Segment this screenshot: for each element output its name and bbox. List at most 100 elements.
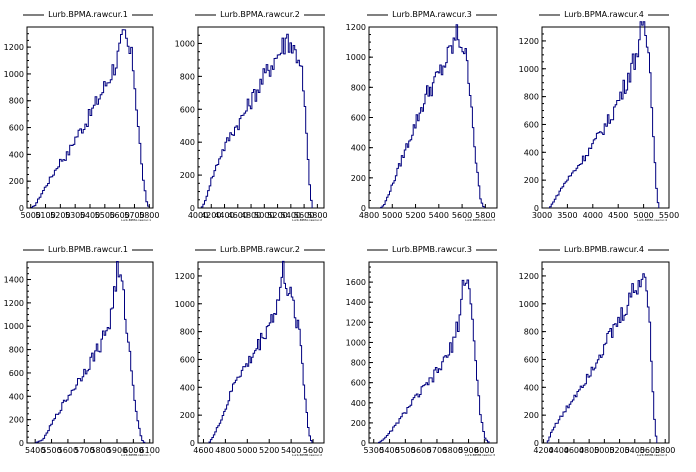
plot-frame <box>26 26 154 209</box>
y-tick-label: 1200 <box>519 272 539 281</box>
histogram-line <box>380 24 485 208</box>
panel-title: Lurb.BPMB.rawcur.3 <box>392 245 472 254</box>
x-tick-label: 5100 <box>35 211 55 220</box>
y-tick-label: 600 <box>524 355 539 364</box>
x-tick-label: 6100 <box>140 446 160 455</box>
y-tick-label: 0 <box>534 439 539 448</box>
y-tick-label: 1200 <box>175 272 195 281</box>
histogram-panel: Lurb.BPMB.rawcur.3 0 200 400 600 800 1000 1200 1… <box>346 245 498 457</box>
plot-frame <box>197 261 325 444</box>
y-tick-label: 200 <box>351 419 366 428</box>
y-tick-label: 200 <box>524 176 539 185</box>
x-tick-label: 5500 <box>395 446 415 455</box>
panel-title: Lurb.BPMA.rawcur.2 <box>220 10 300 19</box>
x-tick-label: 5400 <box>80 211 100 220</box>
y-tick-label: 0 <box>534 204 539 213</box>
y-tick-label: 1200 <box>4 43 24 52</box>
y-tick-label: 800 <box>180 328 195 337</box>
panel-title: Lurb.BPMA.rawcur.4 <box>564 10 644 19</box>
x-tick-label: 4200 <box>201 211 221 220</box>
x-tick-label: 5200 <box>405 211 425 220</box>
x-tick-label: 4000 <box>583 211 603 220</box>
y-tick-label: 200 <box>180 171 195 180</box>
y-tick-label: 800 <box>9 97 24 106</box>
y-tick-label: 1600 <box>346 278 366 287</box>
y-tick-label: 1000 <box>175 300 195 309</box>
panel-title: Lurb.BPMB.rawcur.4 <box>564 245 644 254</box>
x-tick-label: 5500 <box>95 211 115 220</box>
x-tick-label: 5000 <box>21 211 41 220</box>
y-tick-label: 800 <box>351 359 366 368</box>
x-tick-label: 6000 <box>123 446 143 455</box>
y-tick-label: 400 <box>180 138 195 147</box>
x-tick-label: 5300 <box>364 446 384 455</box>
x-tick-label: 5900 <box>458 446 478 455</box>
y-tick-label: 1000 <box>346 338 366 347</box>
histogram-panel: Lurb.BPMA.rawcur.4 0 200 400 600 800 1000 1200 3… <box>519 10 680 222</box>
histogram-panel: Lurb.BPMA.rawcur.1 0 200 400 600 800 1000 1200 5… <box>4 10 160 222</box>
y-tick-label: 0 <box>190 204 195 213</box>
x-tick-label: 5600 <box>294 211 314 220</box>
x-tick-label: 5800 <box>90 446 110 455</box>
histogram-line <box>546 273 658 443</box>
y-tick-label: 0 <box>19 439 24 448</box>
x-tick-label: 4800 <box>579 446 599 455</box>
histogram-panel: Lurb.BPMA.rawcur.20200400600800100040004… <box>175 10 328 222</box>
x-tick-label: 5400 <box>625 446 645 455</box>
y-tick-label: 400 <box>524 148 539 157</box>
y-tick-label: 1000 <box>519 300 539 309</box>
x-tick-label: 4400 <box>214 211 234 220</box>
x-tick-label: 4800 <box>241 211 261 220</box>
y-tick-label: 1000 <box>346 53 366 62</box>
histogram-line <box>200 33 313 208</box>
x-tick-label: 4800 <box>215 446 235 455</box>
x-tick-label: 5800 <box>475 211 495 220</box>
y-tick-label: 1400 <box>4 276 24 285</box>
histogram-panel: Lurb.BPMA.rawcur.3 0 200 400 600 800 1000 1200 4… <box>346 10 498 222</box>
x-tick-label: 5400 <box>25 446 45 455</box>
x-tick-label: 5800 <box>307 211 327 220</box>
x-tick-label: 4200 <box>533 446 553 455</box>
x-tick-label: 5300 <box>65 211 85 220</box>
x-tick-label: 6000 <box>474 446 494 455</box>
x-tick-label: 5400 <box>281 211 301 220</box>
x-tick-label: 5400 <box>429 211 449 220</box>
x-tick-label: 5000 <box>594 446 614 455</box>
y-tick-label: 800 <box>180 72 195 81</box>
x-tick-label: 3500 <box>557 211 577 220</box>
x-tick-label: 5700 <box>74 446 94 455</box>
y-tick-label: 600 <box>351 379 366 388</box>
y-tick-label: 1000 <box>4 322 24 331</box>
y-tick-label: 400 <box>180 383 195 392</box>
x-tick-label: 5000 <box>382 211 402 220</box>
panel-title: Lurb.BPMB.rawcur.1 <box>48 245 128 254</box>
histogram-panel: Lurb.BPMB.rawcur.2 0 200 400 600 800 1000 1200 4… <box>175 245 325 457</box>
y-tick-label: 600 <box>180 105 195 114</box>
x-axis-label: Lurb.BPMA.rawcur.3 <box>465 218 495 222</box>
histogram-line <box>549 21 660 208</box>
x-tick-label: 5500 <box>41 446 61 455</box>
x-tick-label: 5400 <box>281 446 301 455</box>
x-tick-label: 5500 <box>659 211 679 220</box>
y-tick-label: 1000 <box>175 39 195 48</box>
x-tick-label: 5000 <box>254 211 274 220</box>
y-tick-label: 200 <box>9 416 24 425</box>
x-tick-label: 4400 <box>549 446 569 455</box>
x-tick-label: 5600 <box>452 211 472 220</box>
y-tick-label: 200 <box>524 411 539 420</box>
y-tick-label: 1200 <box>4 299 24 308</box>
x-tick-label: 4000 <box>188 211 208 220</box>
y-tick-label: 800 <box>351 83 366 92</box>
x-tick-label: 4600 <box>564 446 584 455</box>
y-tick-label: 600 <box>9 124 24 133</box>
histogram-line <box>30 29 150 208</box>
y-tick-label: 800 <box>9 346 24 355</box>
x-tick-label: 5200 <box>267 211 287 220</box>
x-tick-label: 4600 <box>193 446 213 455</box>
plot-frame <box>368 261 498 444</box>
y-tick-label: 0 <box>190 439 195 448</box>
y-tick-label: 0 <box>361 204 366 213</box>
y-tick-label: 400 <box>351 399 366 408</box>
x-axis-label: Lurb.BPMB.rawcur.1 <box>121 453 151 457</box>
